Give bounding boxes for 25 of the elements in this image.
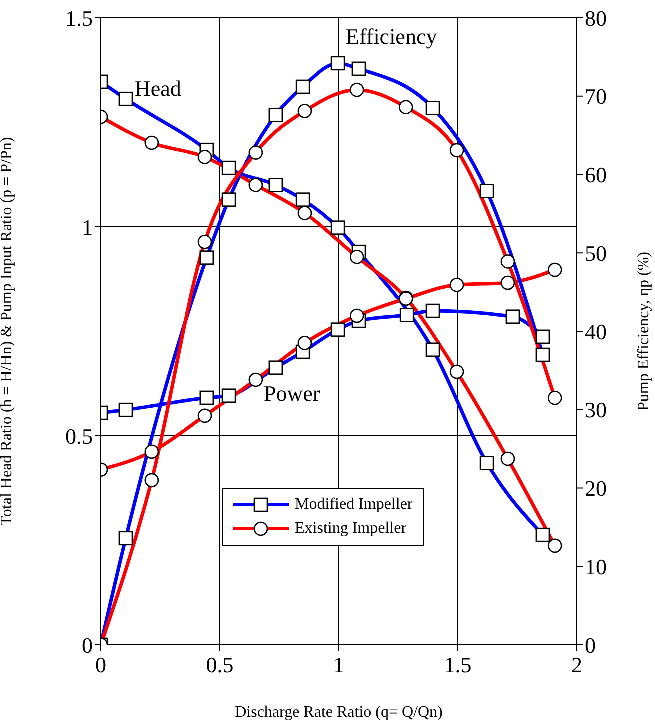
y2-axis-title: Pump Efficiency, ηp (%) bbox=[636, 252, 653, 411]
y2-tick-label: 70 bbox=[585, 84, 607, 110]
y2-tick-label: 10 bbox=[585, 554, 607, 580]
x-tick-label: 1 bbox=[334, 652, 344, 678]
legend-label: Existing Impeller bbox=[295, 520, 407, 538]
y2-tick-label: 30 bbox=[585, 398, 607, 423]
y-tick-label: 0.5 bbox=[66, 424, 93, 449]
y2-tick-label: 80 bbox=[585, 6, 607, 31]
x-tick-label: 0.5 bbox=[206, 652, 234, 678]
y-tick-label: 1 bbox=[82, 214, 93, 240]
annotation: Efficiency bbox=[346, 24, 438, 50]
legend-label: Modified Impeller bbox=[295, 496, 413, 514]
x-axis-title: Discharge Rate Ratio (q= Q/Qn) bbox=[235, 704, 443, 721]
annotation: Head bbox=[135, 76, 182, 102]
y-tick-label: 1.5 bbox=[66, 6, 93, 31]
y2-tick-label: 0 bbox=[585, 632, 596, 658]
x-tick-label: 1.5 bbox=[444, 652, 472, 678]
y2-tick-label: 20 bbox=[585, 476, 607, 502]
y-axis-title: Total Head Ratio (h = H/Hn) & Pump Input Ratio (p = P/Pn) bbox=[0, 137, 16, 526]
annotation: Power bbox=[264, 381, 320, 407]
y2-tick-label: 40 bbox=[585, 319, 607, 344]
y2-tick-label: 50 bbox=[585, 240, 607, 266]
y2-tick-label: 60 bbox=[585, 162, 607, 188]
x-tick-label: 2 bbox=[572, 652, 582, 678]
y-tick-label: 0 bbox=[82, 632, 93, 658]
